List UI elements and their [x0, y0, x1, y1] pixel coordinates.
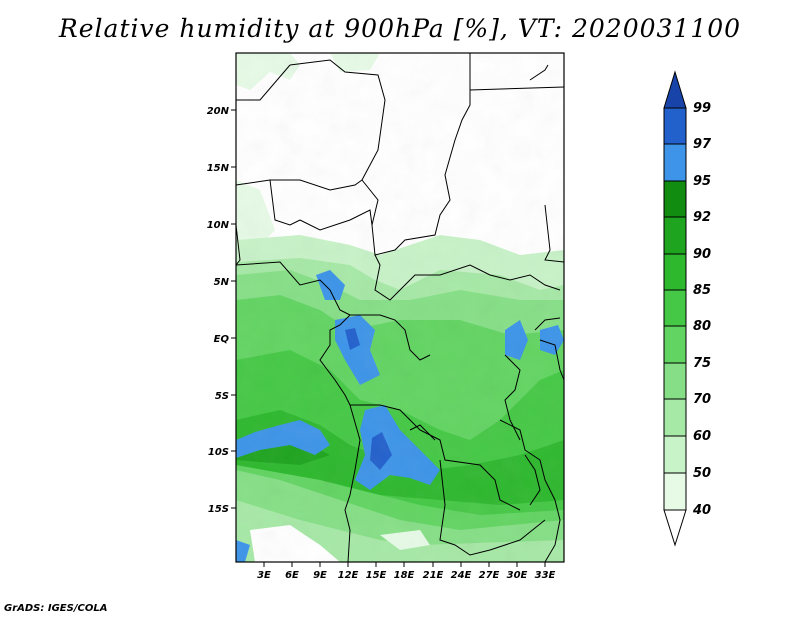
map-frame: [235, 52, 565, 563]
colorbar-segment: [663, 509, 687, 547]
credit-label: GrADS: IGES/COLA: [4, 603, 108, 614]
lat-label: 5N: [214, 277, 230, 288]
country-borders: [236, 53, 564, 562]
lat-labels: 20N 15N 10N 5N EQ 5S 10S 15S: [207, 106, 230, 515]
colorbar-label: 90: [693, 247, 711, 262]
colorbar-labels: 40 50 60 70 75 80 85 90 92 95 97 99: [692, 101, 712, 518]
colorbar-segment: [663, 325, 687, 364]
lat-label: EQ: [214, 334, 230, 345]
colorbar-label: 40: [692, 503, 711, 518]
lon-label: 12E: [338, 570, 359, 581]
lon-labels: 3E 6E 9E 12E 15E 18E 21E 24E 27E 30E 33E: [257, 570, 555, 581]
colorbar-segment: [663, 143, 687, 182]
colorbar-label: 92: [693, 210, 711, 225]
map-title: Relative humidity at 900hPa [%], VT: 202…: [58, 14, 742, 43]
lon-label: 18E: [394, 570, 415, 581]
lat-label: 5S: [215, 391, 229, 402]
colorbar-segment: [663, 216, 687, 255]
lat-label: 15S: [208, 504, 229, 515]
lon-label: 9E: [313, 570, 327, 581]
lon-label: 27E: [479, 570, 500, 581]
colorbar-label: 95: [693, 174, 711, 189]
colorbar-label: 97: [693, 137, 712, 152]
colorbar-segment: [663, 362, 687, 400]
colorbar-label: 85: [693, 283, 711, 298]
colorbar-segment: [663, 180, 687, 218]
colorbar-label: 75: [693, 356, 711, 371]
colorbar-segment: [663, 253, 687, 291]
lon-ticks: [263, 562, 546, 567]
colorbar-segment: [663, 70, 687, 109]
lat-ticks: [231, 109, 236, 509]
colorbar-segment: [663, 472, 687, 511]
colorbar-label: 60: [693, 429, 711, 444]
colorbar-label: 70: [693, 392, 711, 407]
lat-label: 10S: [208, 447, 229, 458]
colorbar-segment: [663, 289, 687, 327]
lon-label: 6E: [285, 570, 299, 581]
colorbar-label: 50: [693, 466, 711, 481]
colorbar-segment: [663, 398, 687, 437]
lon-label: 3E: [257, 570, 271, 581]
colorbar: [663, 70, 687, 547]
colorbar-segment: [663, 107, 687, 145]
lon-label: 33E: [535, 570, 556, 581]
colorbar-segment: [663, 435, 687, 474]
lat-label: 15N: [207, 163, 230, 174]
lat-label: 10N: [207, 220, 230, 231]
lon-label: 21E: [423, 570, 444, 581]
lat-label: 20N: [207, 106, 230, 117]
humidity-field: [236, 53, 564, 562]
lon-label: 30E: [507, 570, 528, 581]
colorbar-label: 80: [693, 319, 711, 334]
lon-label: 15E: [366, 570, 387, 581]
colorbar-label: 99: [693, 101, 711, 116]
lon-label: 24E: [451, 570, 472, 581]
